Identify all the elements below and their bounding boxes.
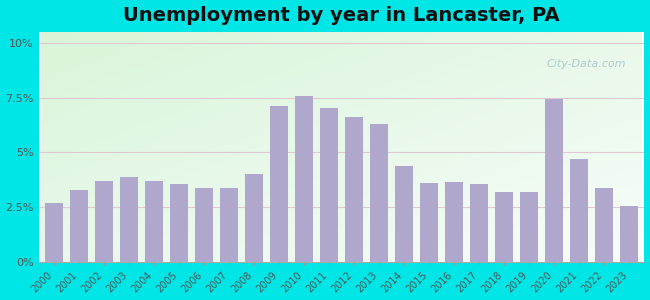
Bar	[420, 183, 438, 262]
Bar	[70, 190, 88, 262]
Bar	[395, 166, 413, 262]
Bar	[45, 203, 63, 262]
Bar	[470, 184, 488, 262]
Bar	[145, 181, 163, 262]
Bar	[95, 181, 113, 262]
Bar	[245, 174, 263, 262]
Bar	[620, 206, 638, 262]
Bar	[220, 188, 238, 262]
Bar	[320, 109, 338, 262]
Bar	[595, 188, 614, 262]
Bar	[270, 106, 288, 262]
Text: City-Data.com: City-Data.com	[547, 59, 626, 69]
Bar	[495, 192, 514, 262]
Title: Unemployment by year in Lancaster, PA: Unemployment by year in Lancaster, PA	[124, 6, 560, 25]
Bar	[445, 182, 463, 262]
Bar	[295, 96, 313, 262]
Bar	[195, 188, 213, 262]
Bar	[570, 159, 588, 262]
Bar	[520, 192, 538, 262]
Bar	[170, 184, 188, 262]
Bar	[545, 99, 564, 262]
Bar	[345, 117, 363, 262]
Bar	[120, 176, 138, 262]
Bar	[370, 124, 388, 262]
